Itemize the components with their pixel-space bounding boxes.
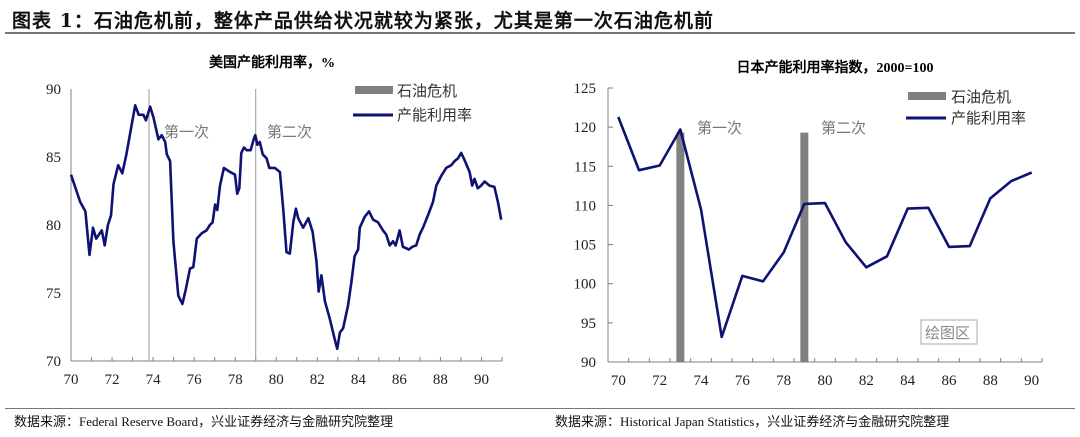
us-chart: 70 75 80 85 90 70 72 74 76 78 80 82 84 86 88 90 xyxy=(46,82,503,388)
us-annotation-first: 第一次 xyxy=(164,123,209,141)
us-y-tick-label: 85 xyxy=(46,150,61,166)
us-x-tick-label: 78 xyxy=(228,372,243,388)
us-x-tick-label: 88 xyxy=(433,372,448,388)
source-right: 数据来源：Historical Japan Statistics，兴业证券经济与… xyxy=(555,414,950,429)
us-x-tick-label: 82 xyxy=(310,372,325,388)
jp-x-tick-label: 80 xyxy=(818,373,833,389)
jp-crisis-bar xyxy=(800,132,809,362)
jp-x-tick-label: 76 xyxy=(735,373,751,389)
us-x-tick-label: 76 xyxy=(187,372,203,388)
us-x-tick-label: 80 xyxy=(269,372,284,388)
us-chart-title: 美国产能利用率，% xyxy=(209,54,335,71)
title-divider xyxy=(5,32,1075,34)
us-x-tick-label: 84 xyxy=(351,372,367,388)
us-x-tick-label: 90 xyxy=(474,372,489,388)
jp-x-tick-label: 88 xyxy=(983,373,998,389)
us-y-tick-label: 70 xyxy=(46,354,61,370)
jp-legend-crisis: 石油危机 xyxy=(951,89,1011,106)
us-x-tick-label: 74 xyxy=(146,372,162,388)
us-utilization-line xyxy=(69,104,503,351)
jp-y-tick-label: 90 xyxy=(581,355,596,371)
jp-chart: 90 95 100 105 110 115 120 125 70 72 74 76 78 80 82 84 86… xyxy=(574,81,1043,389)
jp-x-tick-label: 78 xyxy=(776,373,791,389)
figure-title: 图表 1：石油危机前，整体产品供给状况就较为紧张，尤其是第一次石油危机前 xyxy=(12,10,714,32)
us-y-tick-label: 80 xyxy=(46,218,61,234)
us-legend-bar-swatch xyxy=(355,86,393,94)
jp-x-tick-label: 82 xyxy=(859,373,874,389)
jp-crisis-bar xyxy=(676,132,685,362)
jp-y-tick-label: 95 xyxy=(581,316,596,332)
jp-legend-bar-swatch xyxy=(908,92,946,100)
jp-x-tick-label: 72 xyxy=(652,373,667,389)
us-y-tick-label: 90 xyxy=(46,82,61,98)
jp-y-tick-label: 120 xyxy=(574,120,597,136)
jp-y-tick-label: 105 xyxy=(574,238,597,254)
jp-y-tick-label: 110 xyxy=(574,198,596,214)
jp-chart-title: 日本产能利用率指数，2000=100 xyxy=(737,59,934,76)
jp-x-tick-label: 90 xyxy=(1024,373,1039,389)
source-left: 数据来源：Federal Reserve Board，兴业证券经济与金融研究院整… xyxy=(14,414,394,429)
jp-annotation-first: 第一次 xyxy=(697,119,742,137)
jp-y-tick-label: 125 xyxy=(574,81,597,97)
jp-x-tick-label: 86 xyxy=(942,373,958,389)
us-y-tick-label: 75 xyxy=(46,286,61,302)
us-x-tick-label: 72 xyxy=(105,372,120,388)
jp-x-tick-label: 74 xyxy=(694,373,710,389)
jp-y-tick-label: 115 xyxy=(574,159,596,175)
jp-annotation-second: 第二次 xyxy=(821,119,866,137)
footer-divider xyxy=(5,408,1075,409)
us-x-tick-label: 86 xyxy=(392,372,408,388)
plot-area-tag xyxy=(920,319,978,345)
us-x-tick-label: 70 xyxy=(64,372,79,388)
jp-x-tick-label: 70 xyxy=(611,373,626,389)
us-annotation-second: 第二次 xyxy=(267,123,312,141)
jp-x-tick-label: 84 xyxy=(900,373,916,389)
us-legend-utilization: 产能利用率 xyxy=(397,107,472,124)
jp-legend-utilization: 产能利用率 xyxy=(951,110,1026,127)
plot-area-label: 绘图区 xyxy=(925,325,970,342)
jp-y-tick-label: 100 xyxy=(574,277,597,293)
us-legend-crisis: 石油危机 xyxy=(397,83,457,100)
